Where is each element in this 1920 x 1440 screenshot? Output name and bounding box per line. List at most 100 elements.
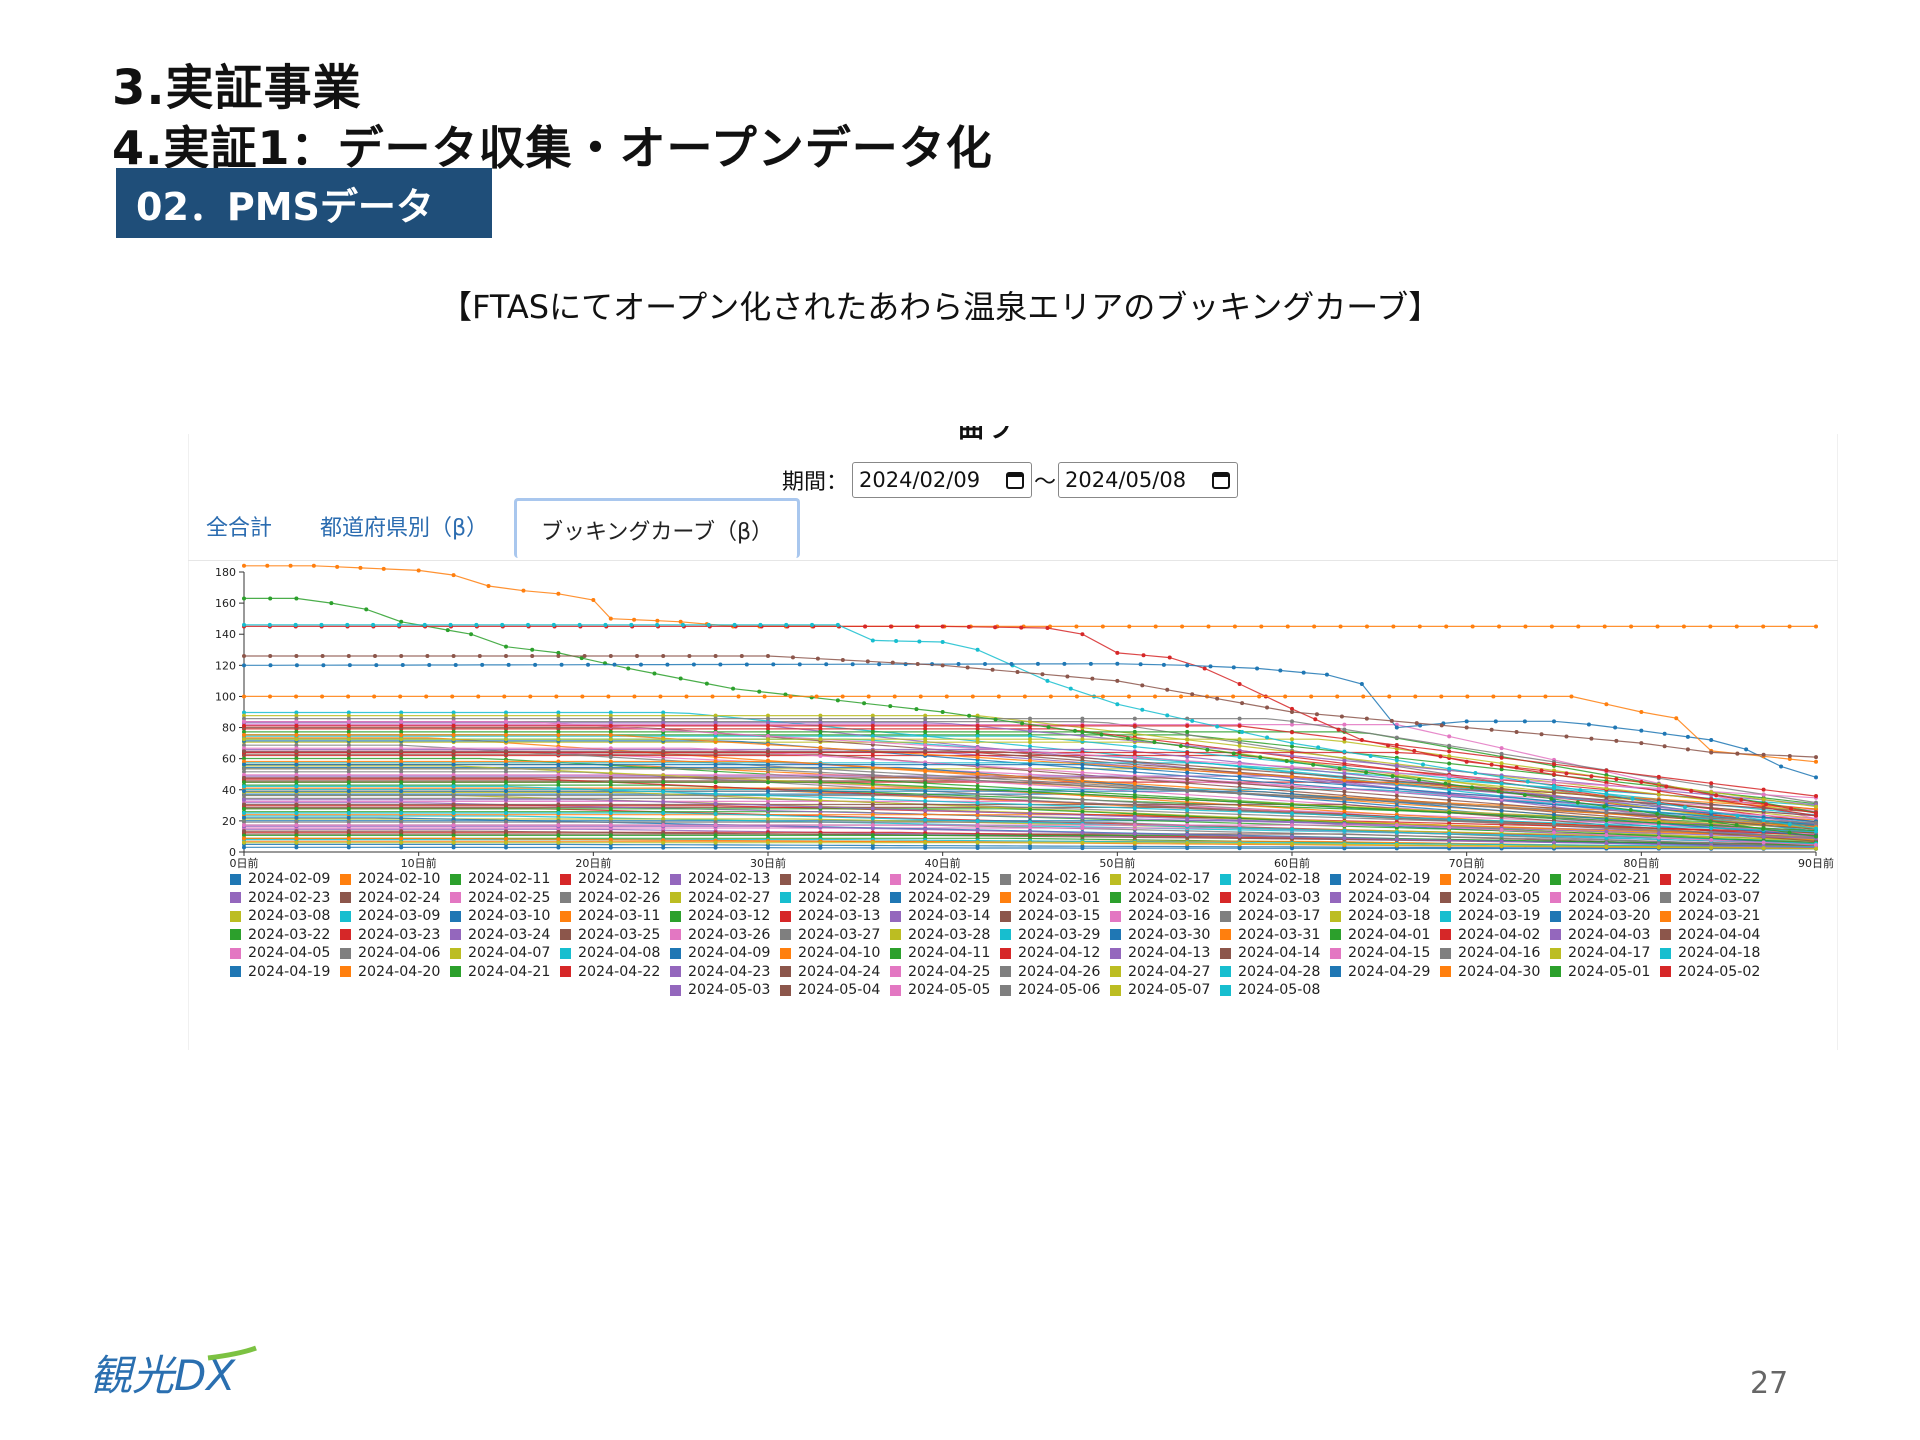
legend-item[interactable]: 2024-03-29 xyxy=(1000,926,1110,945)
tab-booking-curve[interactable]: ブッキングカーブ（β） xyxy=(514,498,801,558)
legend-item[interactable]: 2024-04-28 xyxy=(1220,963,1330,982)
legend-item[interactable]: 2024-03-09 xyxy=(340,907,450,926)
legend-item[interactable]: 2024-03-07 xyxy=(1660,889,1770,908)
legend-item[interactable]: 2024-02-09 xyxy=(230,870,340,889)
legend-item[interactable]: 2024-05-05 xyxy=(890,981,1000,1000)
legend-item[interactable]: 2024-02-16 xyxy=(1000,870,1110,889)
legend-item[interactable]: 2024-04-11 xyxy=(890,944,1000,963)
legend-item[interactable]: 2024-02-29 xyxy=(890,889,1000,908)
legend-item[interactable]: 2024-03-27 xyxy=(780,926,890,945)
legend-item[interactable]: 2024-04-04 xyxy=(1660,926,1770,945)
legend-item[interactable]: 2024-04-13 xyxy=(1110,944,1220,963)
legend-item[interactable]: 2024-02-11 xyxy=(450,870,560,889)
legend-item[interactable]: 2024-02-12 xyxy=(560,870,670,889)
legend-item[interactable]: 2024-04-05 xyxy=(230,944,340,963)
legend-item[interactable]: 2024-04-12 xyxy=(1000,944,1110,963)
legend-item[interactable]: 2024-03-12 xyxy=(670,907,780,926)
legend-item[interactable]: 2024-05-04 xyxy=(780,981,890,1000)
legend-item[interactable]: 2024-05-01 xyxy=(1550,963,1660,982)
legend-item[interactable]: 2024-04-22 xyxy=(560,963,670,982)
legend-item[interactable]: 2024-04-23 xyxy=(670,963,780,982)
legend-item[interactable]: 2024-04-19 xyxy=(230,963,340,982)
legend-item[interactable]: 2024-03-20 xyxy=(1550,907,1660,926)
legend-item[interactable]: 2024-03-30 xyxy=(1110,926,1220,945)
legend-item[interactable]: 2024-04-20 xyxy=(340,963,450,982)
legend-item[interactable]: 2024-04-03 xyxy=(1550,926,1660,945)
legend-item[interactable]: 2024-05-07 xyxy=(1110,981,1220,1000)
legend-item[interactable]: 2024-04-24 xyxy=(780,963,890,982)
legend-item[interactable]: 2024-03-11 xyxy=(560,907,670,926)
legend-item[interactable]: 2024-03-02 xyxy=(1110,889,1220,908)
legend-item[interactable]: 2024-04-17 xyxy=(1550,944,1660,963)
legend-item[interactable]: 2024-02-25 xyxy=(450,889,560,908)
legend-item[interactable]: 2024-03-31 xyxy=(1220,926,1330,945)
legend-item[interactable]: 2024-04-15 xyxy=(1330,944,1440,963)
legend-item[interactable]: 2024-03-17 xyxy=(1220,907,1330,926)
legend-item[interactable]: 2024-02-26 xyxy=(560,889,670,908)
legend-item[interactable]: 2024-02-20 xyxy=(1440,870,1550,889)
legend-item[interactable]: 2024-03-23 xyxy=(340,926,450,945)
legend-item[interactable]: 2024-03-26 xyxy=(670,926,780,945)
legend-item[interactable]: 2024-04-08 xyxy=(560,944,670,963)
tab-total[interactable]: 全合計 xyxy=(206,516,273,541)
legend-item[interactable]: 2024-04-27 xyxy=(1110,963,1220,982)
legend-item[interactable]: 2024-04-07 xyxy=(450,944,560,963)
series-point-2024-04-28 xyxy=(399,811,404,816)
legend-item[interactable]: 2024-02-18 xyxy=(1220,870,1330,889)
legend-item[interactable]: 2024-02-28 xyxy=(780,889,890,908)
legend-item[interactable]: 2024-04-06 xyxy=(340,944,450,963)
legend-item[interactable]: 2024-03-08 xyxy=(230,907,340,926)
legend-item[interactable]: 2024-04-30 xyxy=(1440,963,1550,982)
legend-item[interactable]: 2024-02-15 xyxy=(890,870,1000,889)
legend-item[interactable]: 2024-03-28 xyxy=(890,926,1000,945)
legend-item[interactable]: 2024-03-05 xyxy=(1440,889,1550,908)
legend-item[interactable]: 2024-05-06 xyxy=(1000,981,1110,1000)
date-to-input[interactable]: 2024/05/08 xyxy=(1058,462,1239,498)
legend-item[interactable]: 2024-02-17 xyxy=(1110,870,1220,889)
calendar-icon[interactable] xyxy=(1211,470,1231,490)
series-point-2024-03-17 xyxy=(1080,797,1085,802)
calendar-icon[interactable] xyxy=(1005,470,1025,490)
legend-item[interactable]: 2024-04-16 xyxy=(1440,944,1550,963)
legend-item[interactable]: 2024-02-13 xyxy=(670,870,780,889)
legend-item[interactable]: 2024-03-14 xyxy=(890,907,1000,926)
legend-item[interactable]: 2024-04-02 xyxy=(1440,926,1550,945)
legend-item[interactable]: 2024-03-22 xyxy=(230,926,340,945)
legend-item[interactable]: 2024-04-25 xyxy=(890,963,1000,982)
legend-item[interactable]: 2024-04-26 xyxy=(1000,963,1110,982)
date-from-input[interactable]: 2024/02/09 xyxy=(852,462,1033,498)
legend-item[interactable]: 2024-04-09 xyxy=(670,944,780,963)
legend-item[interactable]: 2024-03-21 xyxy=(1660,907,1770,926)
legend-item[interactable]: 2024-02-24 xyxy=(340,889,450,908)
legend-item[interactable]: 2024-04-29 xyxy=(1330,963,1440,982)
legend-item[interactable]: 2024-05-03 xyxy=(670,981,780,1000)
legend-item[interactable]: 2024-02-23 xyxy=(230,889,340,908)
legend-item[interactable]: 2024-04-18 xyxy=(1660,944,1770,963)
legend-item[interactable]: 2024-03-03 xyxy=(1220,889,1330,908)
legend-label: 2024-03-01 xyxy=(1018,889,1101,906)
legend-item[interactable]: 2024-02-22 xyxy=(1660,870,1770,889)
legend-item[interactable]: 2024-02-21 xyxy=(1550,870,1660,889)
legend-item[interactable]: 2024-02-27 xyxy=(670,889,780,908)
legend-item[interactable]: 2024-02-19 xyxy=(1330,870,1440,889)
legend-item[interactable]: 2024-05-02 xyxy=(1660,963,1770,982)
legend-item[interactable]: 2024-03-10 xyxy=(450,907,560,926)
legend-item[interactable]: 2024-03-01 xyxy=(1000,889,1110,908)
legend-item[interactable]: 2024-03-04 xyxy=(1330,889,1440,908)
legend-item[interactable]: 2024-03-16 xyxy=(1110,907,1220,926)
legend-item[interactable]: 2024-02-10 xyxy=(340,870,450,889)
legend-item[interactable]: 2024-04-01 xyxy=(1330,926,1440,945)
legend-item[interactable]: 2024-03-25 xyxy=(560,926,670,945)
tab-prefecture[interactable]: 都道府県別（β） xyxy=(320,516,489,541)
legend-item[interactable]: 2024-04-10 xyxy=(780,944,890,963)
legend-item[interactable]: 2024-03-24 xyxy=(450,926,560,945)
legend-item[interactable]: 2024-03-19 xyxy=(1440,907,1550,926)
legend-item[interactable]: 2024-04-21 xyxy=(450,963,560,982)
legend-item[interactable]: 2024-05-08 xyxy=(1220,981,1330,1000)
legend-item[interactable]: 2024-03-13 xyxy=(780,907,890,926)
legend-item[interactable]: 2024-02-14 xyxy=(780,870,890,889)
legend-item[interactable]: 2024-04-14 xyxy=(1220,944,1330,963)
legend-item[interactable]: 2024-03-18 xyxy=(1330,907,1440,926)
legend-item[interactable]: 2024-03-06 xyxy=(1550,889,1660,908)
legend-item[interactable]: 2024-03-15 xyxy=(1000,907,1110,926)
